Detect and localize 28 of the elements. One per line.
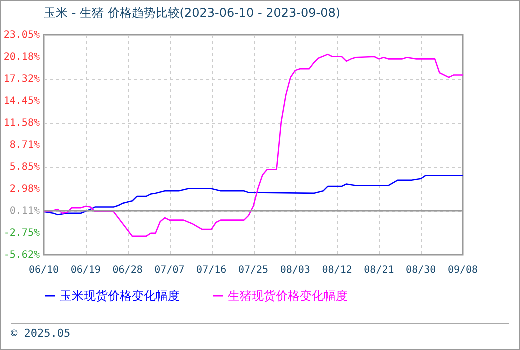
line-series	[43, 54, 464, 238]
x-tick-label: 07/25	[238, 265, 269, 276]
x-tick-label: 06/10	[28, 265, 60, 276]
x-tick-label: 09/08	[448, 265, 478, 276]
x-tick-label: 07/07	[154, 265, 185, 276]
x-tick-label: 08/03	[280, 265, 310, 276]
x-tick-label: 06/19	[70, 265, 101, 276]
y-tick-label: 8.71%	[10, 140, 40, 152]
text: © 2025.05	[11, 327, 71, 340]
x-tick-label: 08/12	[322, 265, 352, 276]
y-tick-label: 23.05%	[4, 30, 40, 41]
x-tick-label: 08/21	[364, 265, 394, 276]
y-tick-label: -2.75%	[4, 228, 40, 239]
x-tick-label: 06/28	[112, 265, 143, 276]
y-tick-label: 14.45%	[4, 96, 40, 107]
y-tick-label: 11.58%	[4, 118, 40, 130]
legend-label: 玉米现货价格变化幅度	[60, 289, 180, 303]
x-tick-label: 07/16	[196, 265, 227, 276]
y-tick-label: -5.62%	[4, 250, 40, 261]
y-tick-label: 5.85%	[10, 162, 40, 173]
x-tick-label: 08/30	[406, 265, 436, 276]
line-series	[43, 175, 464, 216]
y-tick-label: 20.18%	[4, 52, 40, 64]
y-tick-label: 0.11%	[10, 206, 40, 218]
legend-label: 生猪现货价格变化幅度	[228, 289, 348, 303]
y-tick-label: 2.98%	[10, 184, 40, 196]
y-tick-label: 17.32%	[4, 74, 40, 85]
chart-title: 玉米 - 生猪 价格趋势比较(2023-06-10 - 2023-09-08)	[44, 6, 341, 20]
